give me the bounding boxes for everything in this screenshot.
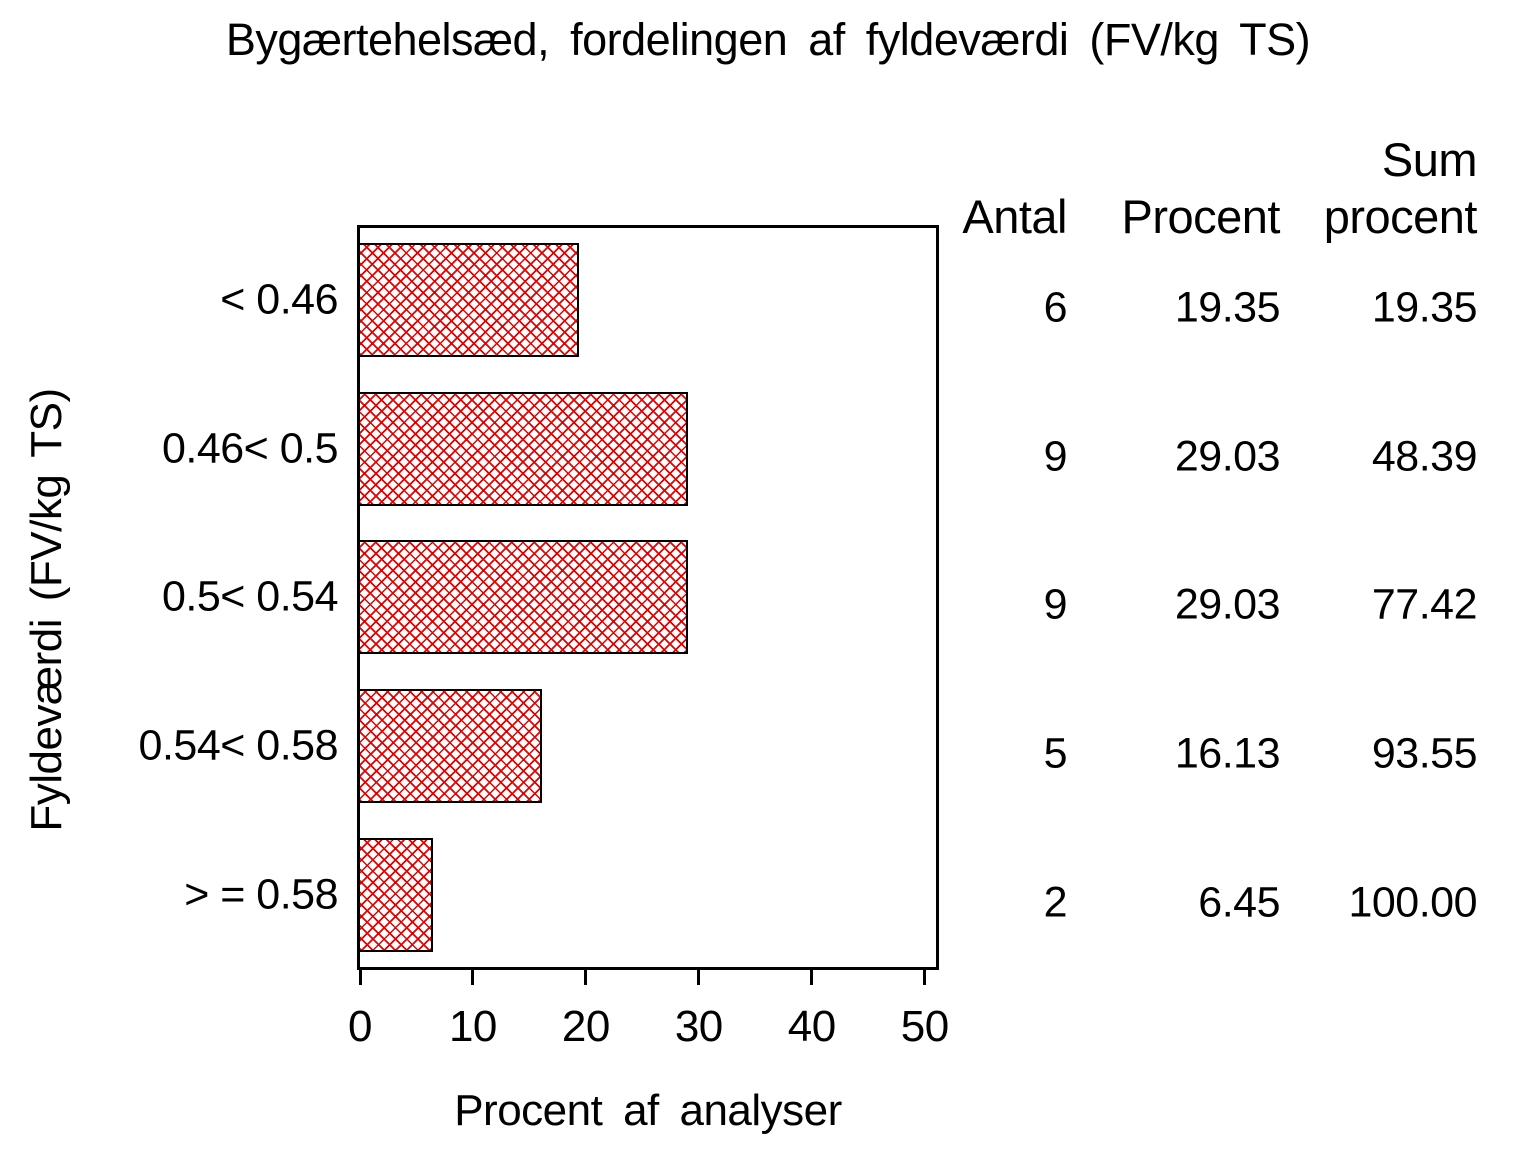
bar xyxy=(360,391,688,506)
x-tick-label: 20 xyxy=(561,1002,610,1051)
x-tick-mark xyxy=(471,970,475,985)
x-tick-mark xyxy=(697,970,701,985)
chart-title: Bygærtehelsæd, fordelingen af fyldeværdi… xyxy=(225,14,1311,65)
x-tick-mark xyxy=(810,970,814,985)
x-axis-label: Procent af analyser xyxy=(454,1086,842,1135)
table-cell: 100.00 xyxy=(1348,878,1477,927)
table-cell: 9 xyxy=(1043,432,1068,481)
table-cell: 77.42 xyxy=(1371,580,1478,629)
table-cell: 16.13 xyxy=(1174,729,1281,778)
x-tick-label: 40 xyxy=(787,1002,836,1051)
bar xyxy=(360,540,688,655)
table-cell: 93.55 xyxy=(1371,729,1478,778)
y-axis-label: Fyldeværdi (FV/kg TS) xyxy=(22,388,71,832)
bar xyxy=(360,837,433,952)
table-header: Sum procent xyxy=(1323,133,1478,243)
table-cell: 2 xyxy=(1043,878,1068,927)
bar xyxy=(360,689,542,804)
table-cell: 29.03 xyxy=(1174,432,1281,481)
x-tick-label: 10 xyxy=(448,1002,497,1051)
bar xyxy=(360,243,579,357)
x-tick-label: 50 xyxy=(900,1002,949,1051)
table-header: Antal xyxy=(962,190,1067,243)
y-tick-label: < 0.46 xyxy=(220,275,338,324)
x-tick-mark xyxy=(358,970,362,985)
table-cell: 19.35 xyxy=(1174,283,1281,332)
table-header: Procent xyxy=(1121,190,1281,243)
y-tick-label: > = 0.58 xyxy=(184,870,338,919)
table-cell: 29.03 xyxy=(1174,580,1281,629)
y-tick-label: 0.46< 0.5 xyxy=(161,424,339,473)
table-cell: 19.35 xyxy=(1371,283,1478,332)
table-cell: 5 xyxy=(1043,729,1068,778)
x-tick-mark xyxy=(923,970,927,985)
table-cell: 6.45 xyxy=(1198,878,1280,927)
table-cell: 48.39 xyxy=(1371,432,1478,481)
plot-area xyxy=(357,225,939,970)
table-cell: 6 xyxy=(1043,283,1068,332)
x-tick-mark xyxy=(584,970,588,985)
table-cell: 9 xyxy=(1043,580,1068,629)
y-tick-label: 0.5< 0.54 xyxy=(161,572,339,621)
x-tick-label: 30 xyxy=(674,1002,723,1051)
y-tick-label: 0.54< 0.58 xyxy=(138,721,339,770)
x-tick-label: 0 xyxy=(348,1002,372,1051)
